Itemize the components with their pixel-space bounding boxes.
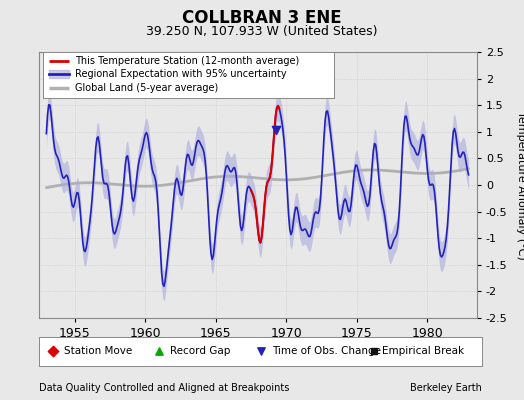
- Text: COLLBRAN 3 ENE: COLLBRAN 3 ENE: [182, 9, 342, 27]
- Point: [257, 348, 265, 354]
- Text: Station Move: Station Move: [63, 346, 132, 356]
- Text: Global Land (5-year average): Global Land (5-year average): [75, 83, 218, 93]
- Text: This Temperature Station (12-month average): This Temperature Station (12-month avera…: [75, 56, 299, 66]
- Text: Time of Obs. Change: Time of Obs. Change: [272, 346, 381, 356]
- Point: [272, 127, 281, 134]
- Text: Data Quality Controlled and Aligned at Breakpoints: Data Quality Controlled and Aligned at B…: [39, 383, 290, 393]
- Point: [369, 348, 378, 354]
- Text: 39.250 N, 107.933 W (United States): 39.250 N, 107.933 W (United States): [146, 25, 378, 38]
- Text: Regional Expectation with 95% uncertainty: Regional Expectation with 95% uncertaint…: [75, 69, 287, 79]
- Y-axis label: Temperature Anomaly (°C): Temperature Anomaly (°C): [516, 111, 524, 259]
- Point: [48, 348, 57, 354]
- Point: [155, 348, 163, 354]
- Text: Record Gap: Record Gap: [170, 346, 230, 356]
- Text: Empirical Break: Empirical Break: [383, 346, 465, 356]
- Text: Berkeley Earth: Berkeley Earth: [410, 383, 482, 393]
